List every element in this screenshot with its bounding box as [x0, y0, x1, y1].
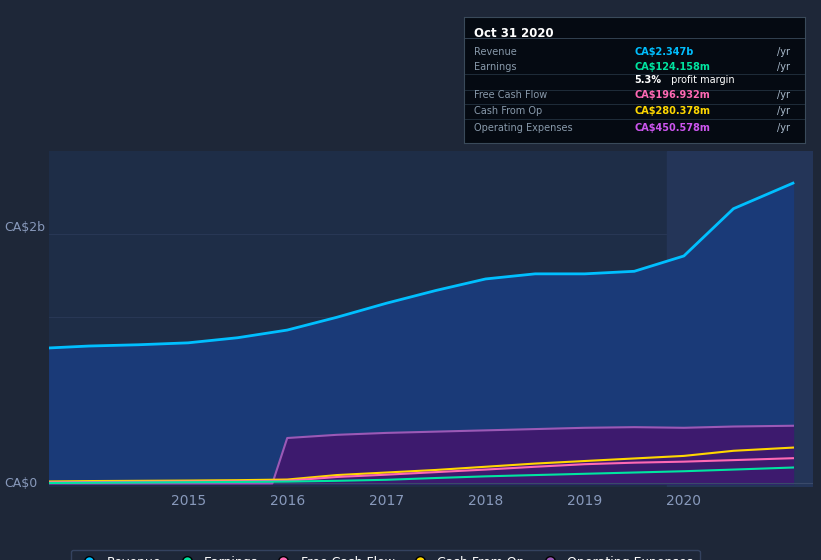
Text: Cash From Op: Cash From Op: [474, 106, 543, 116]
Text: CA$0: CA$0: [4, 477, 37, 490]
Text: CA$2b: CA$2b: [4, 221, 45, 234]
Text: profit margin: profit margin: [668, 75, 735, 85]
Bar: [667, 151, 813, 487]
Text: /yr: /yr: [777, 123, 791, 133]
Text: 5.3%: 5.3%: [635, 75, 661, 85]
Legend: Revenue, Earnings, Free Cash Flow, Cash From Op, Operating Expenses: Revenue, Earnings, Free Cash Flow, Cash …: [71, 549, 699, 560]
Text: CA$2.347b: CA$2.347b: [635, 47, 694, 57]
Text: Oct 31 2020: Oct 31 2020: [474, 27, 553, 40]
Text: /yr: /yr: [777, 47, 791, 57]
Text: Free Cash Flow: Free Cash Flow: [474, 90, 548, 100]
Text: /yr: /yr: [777, 90, 791, 100]
Text: CA$450.578m: CA$450.578m: [635, 123, 710, 133]
Text: CA$196.932m: CA$196.932m: [635, 90, 710, 100]
Text: Operating Expenses: Operating Expenses: [474, 123, 573, 133]
Text: Revenue: Revenue: [474, 47, 517, 57]
Text: /yr: /yr: [777, 106, 791, 116]
Text: Earnings: Earnings: [474, 62, 516, 72]
Text: /yr: /yr: [777, 62, 791, 72]
Text: CA$280.378m: CA$280.378m: [635, 106, 710, 116]
Text: CA$124.158m: CA$124.158m: [635, 62, 710, 72]
